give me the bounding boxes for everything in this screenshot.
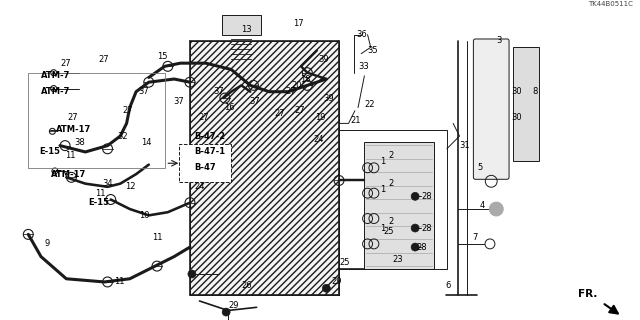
Text: 11: 11 <box>152 233 163 242</box>
Circle shape <box>188 270 196 278</box>
Circle shape <box>490 202 503 216</box>
Text: 21: 21 <box>351 116 361 125</box>
Circle shape <box>411 192 419 200</box>
Text: 23: 23 <box>392 255 403 264</box>
Text: B-47: B-47 <box>195 163 216 172</box>
Text: ATM-17: ATM-17 <box>51 170 86 179</box>
FancyBboxPatch shape <box>474 39 509 179</box>
Text: 38: 38 <box>74 138 84 147</box>
Text: 12: 12 <box>125 182 135 191</box>
Text: TK44B0511C: TK44B0511C <box>588 1 633 7</box>
Bar <box>179 144 231 182</box>
Text: 28: 28 <box>422 224 432 233</box>
Text: 11: 11 <box>65 151 76 160</box>
Text: B-47-2: B-47-2 <box>195 132 225 140</box>
Text: 28: 28 <box>422 192 432 201</box>
Text: 35: 35 <box>367 46 378 55</box>
Text: FR.: FR. <box>578 289 597 299</box>
Text: 29: 29 <box>332 277 342 286</box>
Bar <box>364 142 434 269</box>
Text: 11: 11 <box>95 189 106 198</box>
Text: 32: 32 <box>117 132 128 140</box>
Text: 30: 30 <box>511 113 522 122</box>
Text: E-15: E-15 <box>39 148 60 156</box>
Text: 8: 8 <box>532 87 538 96</box>
Text: 39: 39 <box>323 93 334 102</box>
Text: 27: 27 <box>198 113 209 122</box>
Text: 29: 29 <box>228 301 239 310</box>
Bar <box>28 73 164 168</box>
Text: 17: 17 <box>293 19 304 28</box>
Text: 37: 37 <box>214 87 224 96</box>
Text: 31: 31 <box>460 141 470 150</box>
Text: 24: 24 <box>314 135 324 144</box>
Text: 37: 37 <box>138 87 148 96</box>
Text: 27: 27 <box>122 106 132 115</box>
Text: 27: 27 <box>68 113 78 122</box>
Text: 37: 37 <box>249 97 260 106</box>
Text: 34: 34 <box>102 179 113 188</box>
Text: 24: 24 <box>195 182 205 191</box>
Text: 1: 1 <box>380 224 385 233</box>
Text: 30: 30 <box>511 87 522 96</box>
Text: 9: 9 <box>44 239 49 248</box>
Bar <box>221 15 261 35</box>
Text: 6: 6 <box>445 281 451 290</box>
Text: 33: 33 <box>358 62 369 71</box>
Text: 18: 18 <box>300 75 310 84</box>
Text: 27: 27 <box>294 106 305 115</box>
Text: 1: 1 <box>380 157 385 166</box>
Text: 37: 37 <box>173 97 184 106</box>
Text: 36: 36 <box>356 30 367 39</box>
Text: 2: 2 <box>388 179 394 188</box>
Text: 25: 25 <box>339 259 349 268</box>
Text: 3: 3 <box>496 36 502 45</box>
Text: B-47-1: B-47-1 <box>195 148 225 156</box>
Text: 1: 1 <box>380 186 385 195</box>
Text: 22: 22 <box>364 100 375 109</box>
Circle shape <box>411 243 419 251</box>
Text: 2: 2 <box>388 151 394 160</box>
Text: ATM-7: ATM-7 <box>41 87 70 96</box>
Text: 28: 28 <box>417 243 427 252</box>
Text: 14: 14 <box>141 138 152 147</box>
Text: 20: 20 <box>291 81 302 90</box>
Text: 11: 11 <box>114 277 124 286</box>
Text: 15: 15 <box>157 52 168 61</box>
Text: 27: 27 <box>98 55 109 65</box>
Text: 39: 39 <box>319 55 330 65</box>
Text: 16: 16 <box>223 103 234 112</box>
Text: ATM-17: ATM-17 <box>56 125 91 134</box>
Text: 2: 2 <box>388 217 394 226</box>
Text: 27: 27 <box>275 109 285 118</box>
Text: 19: 19 <box>315 113 325 122</box>
Text: 4: 4 <box>480 201 485 210</box>
Text: 10: 10 <box>140 211 150 220</box>
Text: 7: 7 <box>472 233 477 242</box>
Bar <box>513 47 539 162</box>
Text: 26: 26 <box>241 281 252 290</box>
Text: 25: 25 <box>383 227 394 236</box>
Circle shape <box>222 308 230 316</box>
Text: 5: 5 <box>477 163 483 172</box>
Circle shape <box>323 284 330 292</box>
Text: E-15: E-15 <box>88 198 109 207</box>
Text: 27: 27 <box>60 59 70 68</box>
Text: ATM-7: ATM-7 <box>41 71 70 80</box>
Circle shape <box>411 224 419 232</box>
Text: 27: 27 <box>285 87 296 96</box>
Text: 13: 13 <box>241 25 252 34</box>
Bar <box>190 41 339 295</box>
